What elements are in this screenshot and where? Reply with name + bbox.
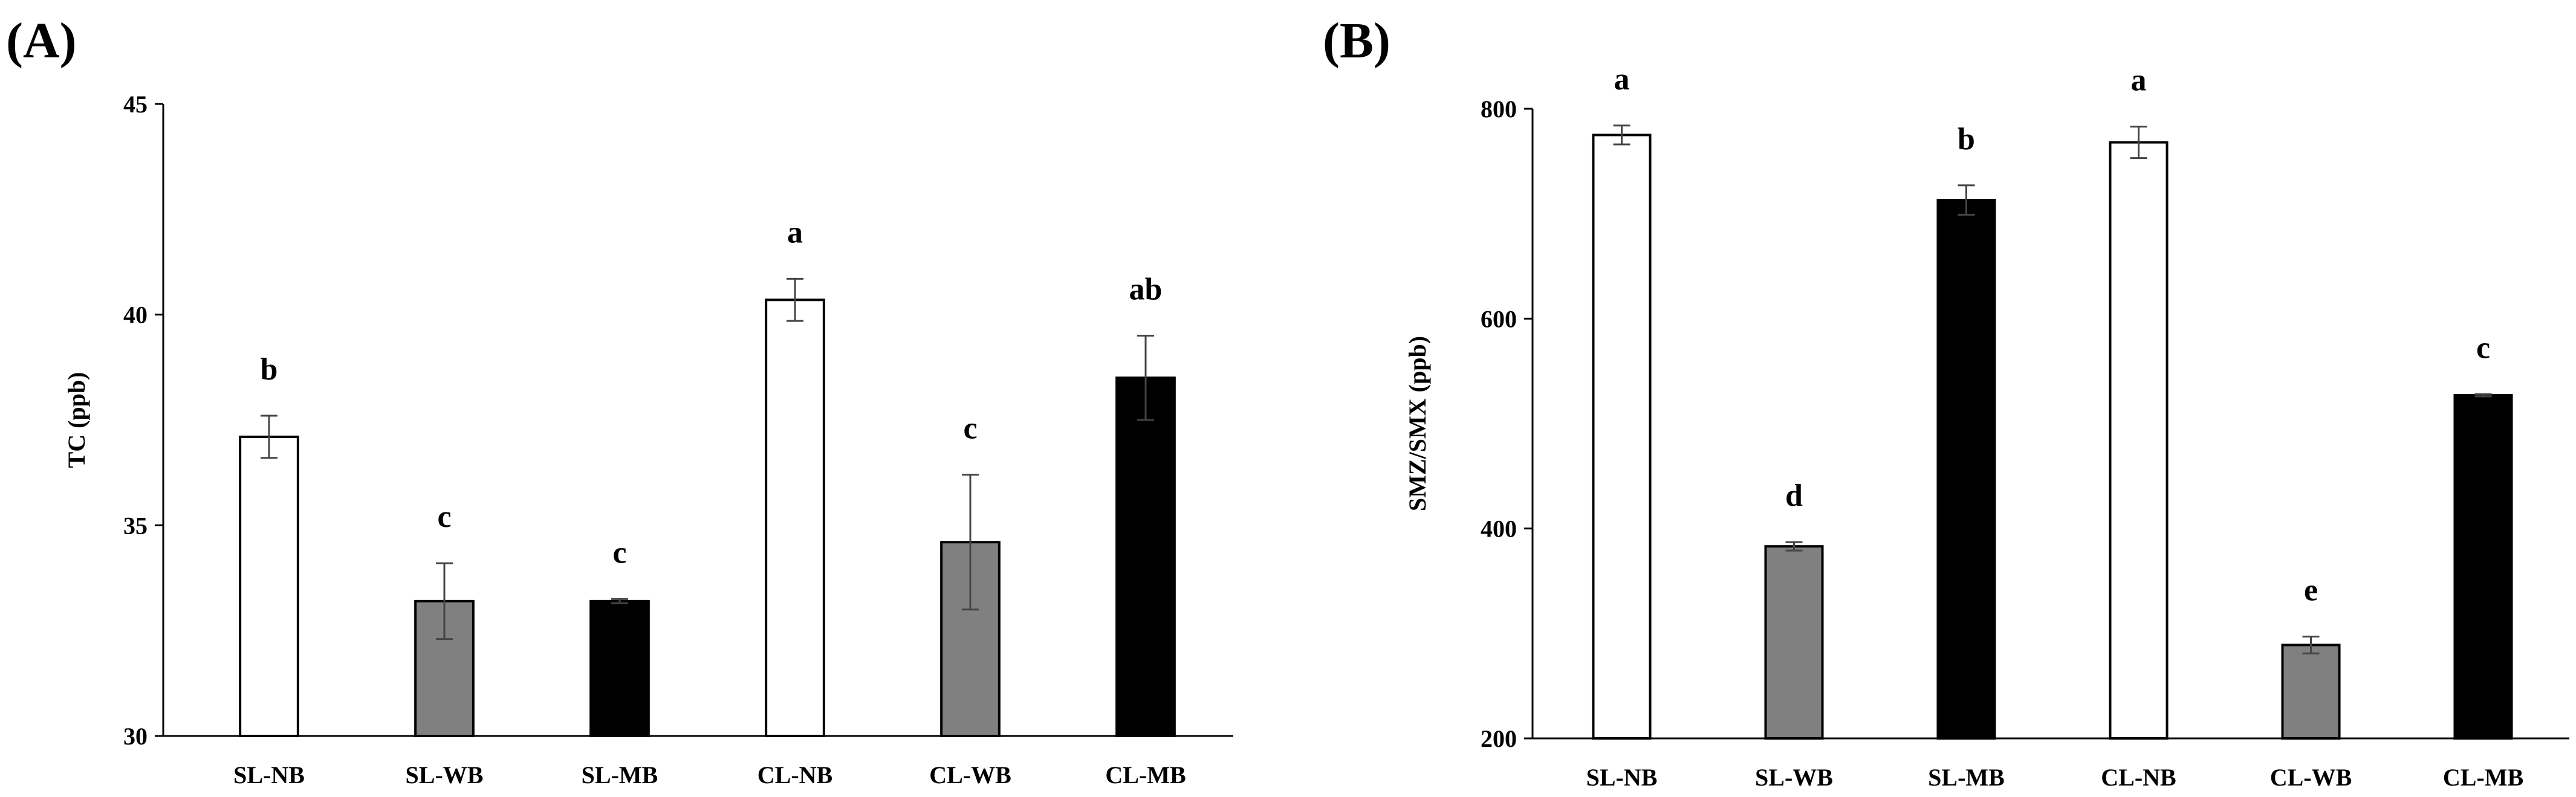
x-tick-label: SL-NB — [233, 761, 305, 789]
panel-b: (B) SMZ/SMX (ppb) 200 400 600 800 a SL-NB d SL-WB… — [1323, 13, 2569, 791]
x-tick-label: SL-MB — [582, 761, 658, 789]
bar-cl-mb — [1115, 376, 1176, 737]
x-tick-label: CL-MB — [2443, 764, 2523, 791]
bar-cl-nb — [765, 298, 825, 737]
y-axis-title: SMZ/SMX (ppb) — [1404, 336, 1431, 511]
significance-letter: b — [261, 352, 278, 387]
significance-letter: ab — [1129, 273, 1163, 307]
y-tick-label: 200 — [1481, 725, 1517, 752]
y-tick-label: 30 — [123, 723, 148, 750]
y-axis-title: TC (ppb) — [63, 372, 90, 468]
bar-cl-wb — [2281, 644, 2341, 740]
y-tick-label: 400 — [1481, 515, 1517, 543]
x-tick-label: SL-NB — [1586, 764, 1658, 791]
significance-letter: d — [1785, 479, 1803, 513]
bar-sl-nb — [239, 435, 299, 737]
panel-label: (A) — [6, 13, 77, 69]
significance-letter: c — [2476, 331, 2490, 365]
x-tick-label: SL-MB — [1928, 764, 2005, 791]
x-tick-label: CL-MB — [1105, 761, 1186, 789]
x-tick-label: CL-NB — [758, 761, 832, 789]
significance-letter: e — [2304, 573, 2318, 608]
significance-letter: a — [1614, 62, 1630, 97]
panel-label: (B) — [1323, 13, 1390, 69]
y-tick-label: 45 — [123, 91, 148, 118]
x-tick-label: CL-WB — [2270, 764, 2352, 791]
panel-a: (A) TC (ppb) 30 35 40 45 b SL-NB c SL-WB c SL-MB a CL… — [6, 13, 1233, 789]
x-tick-label: CL-NB — [2101, 764, 2176, 791]
significance-letter: c — [437, 500, 451, 534]
bar-cl-mb — [2453, 394, 2513, 740]
bar-sl-mb — [589, 599, 650, 737]
significance-letter: a — [787, 215, 803, 250]
x-tick-label: CL-WB — [929, 761, 1011, 789]
bar-sl-nb — [1592, 134, 1652, 740]
bar-sl-wb — [1764, 545, 1824, 740]
bar-sl-mb — [1936, 199, 1996, 740]
y-tick-label: 800 — [1481, 95, 1517, 123]
y-tick-label: 40 — [123, 302, 148, 329]
y-tick-label: 600 — [1481, 305, 1517, 332]
significance-letter: a — [2131, 63, 2147, 98]
significance-letter: c — [963, 411, 977, 446]
significance-letter: c — [612, 535, 626, 570]
significance-letter: b — [1958, 122, 1975, 156]
y-tick-label: 35 — [123, 512, 148, 539]
bar-cl-nb — [2109, 141, 2169, 740]
x-tick-label: SL-WB — [1755, 764, 1833, 791]
x-tick-label: SL-WB — [406, 761, 484, 789]
